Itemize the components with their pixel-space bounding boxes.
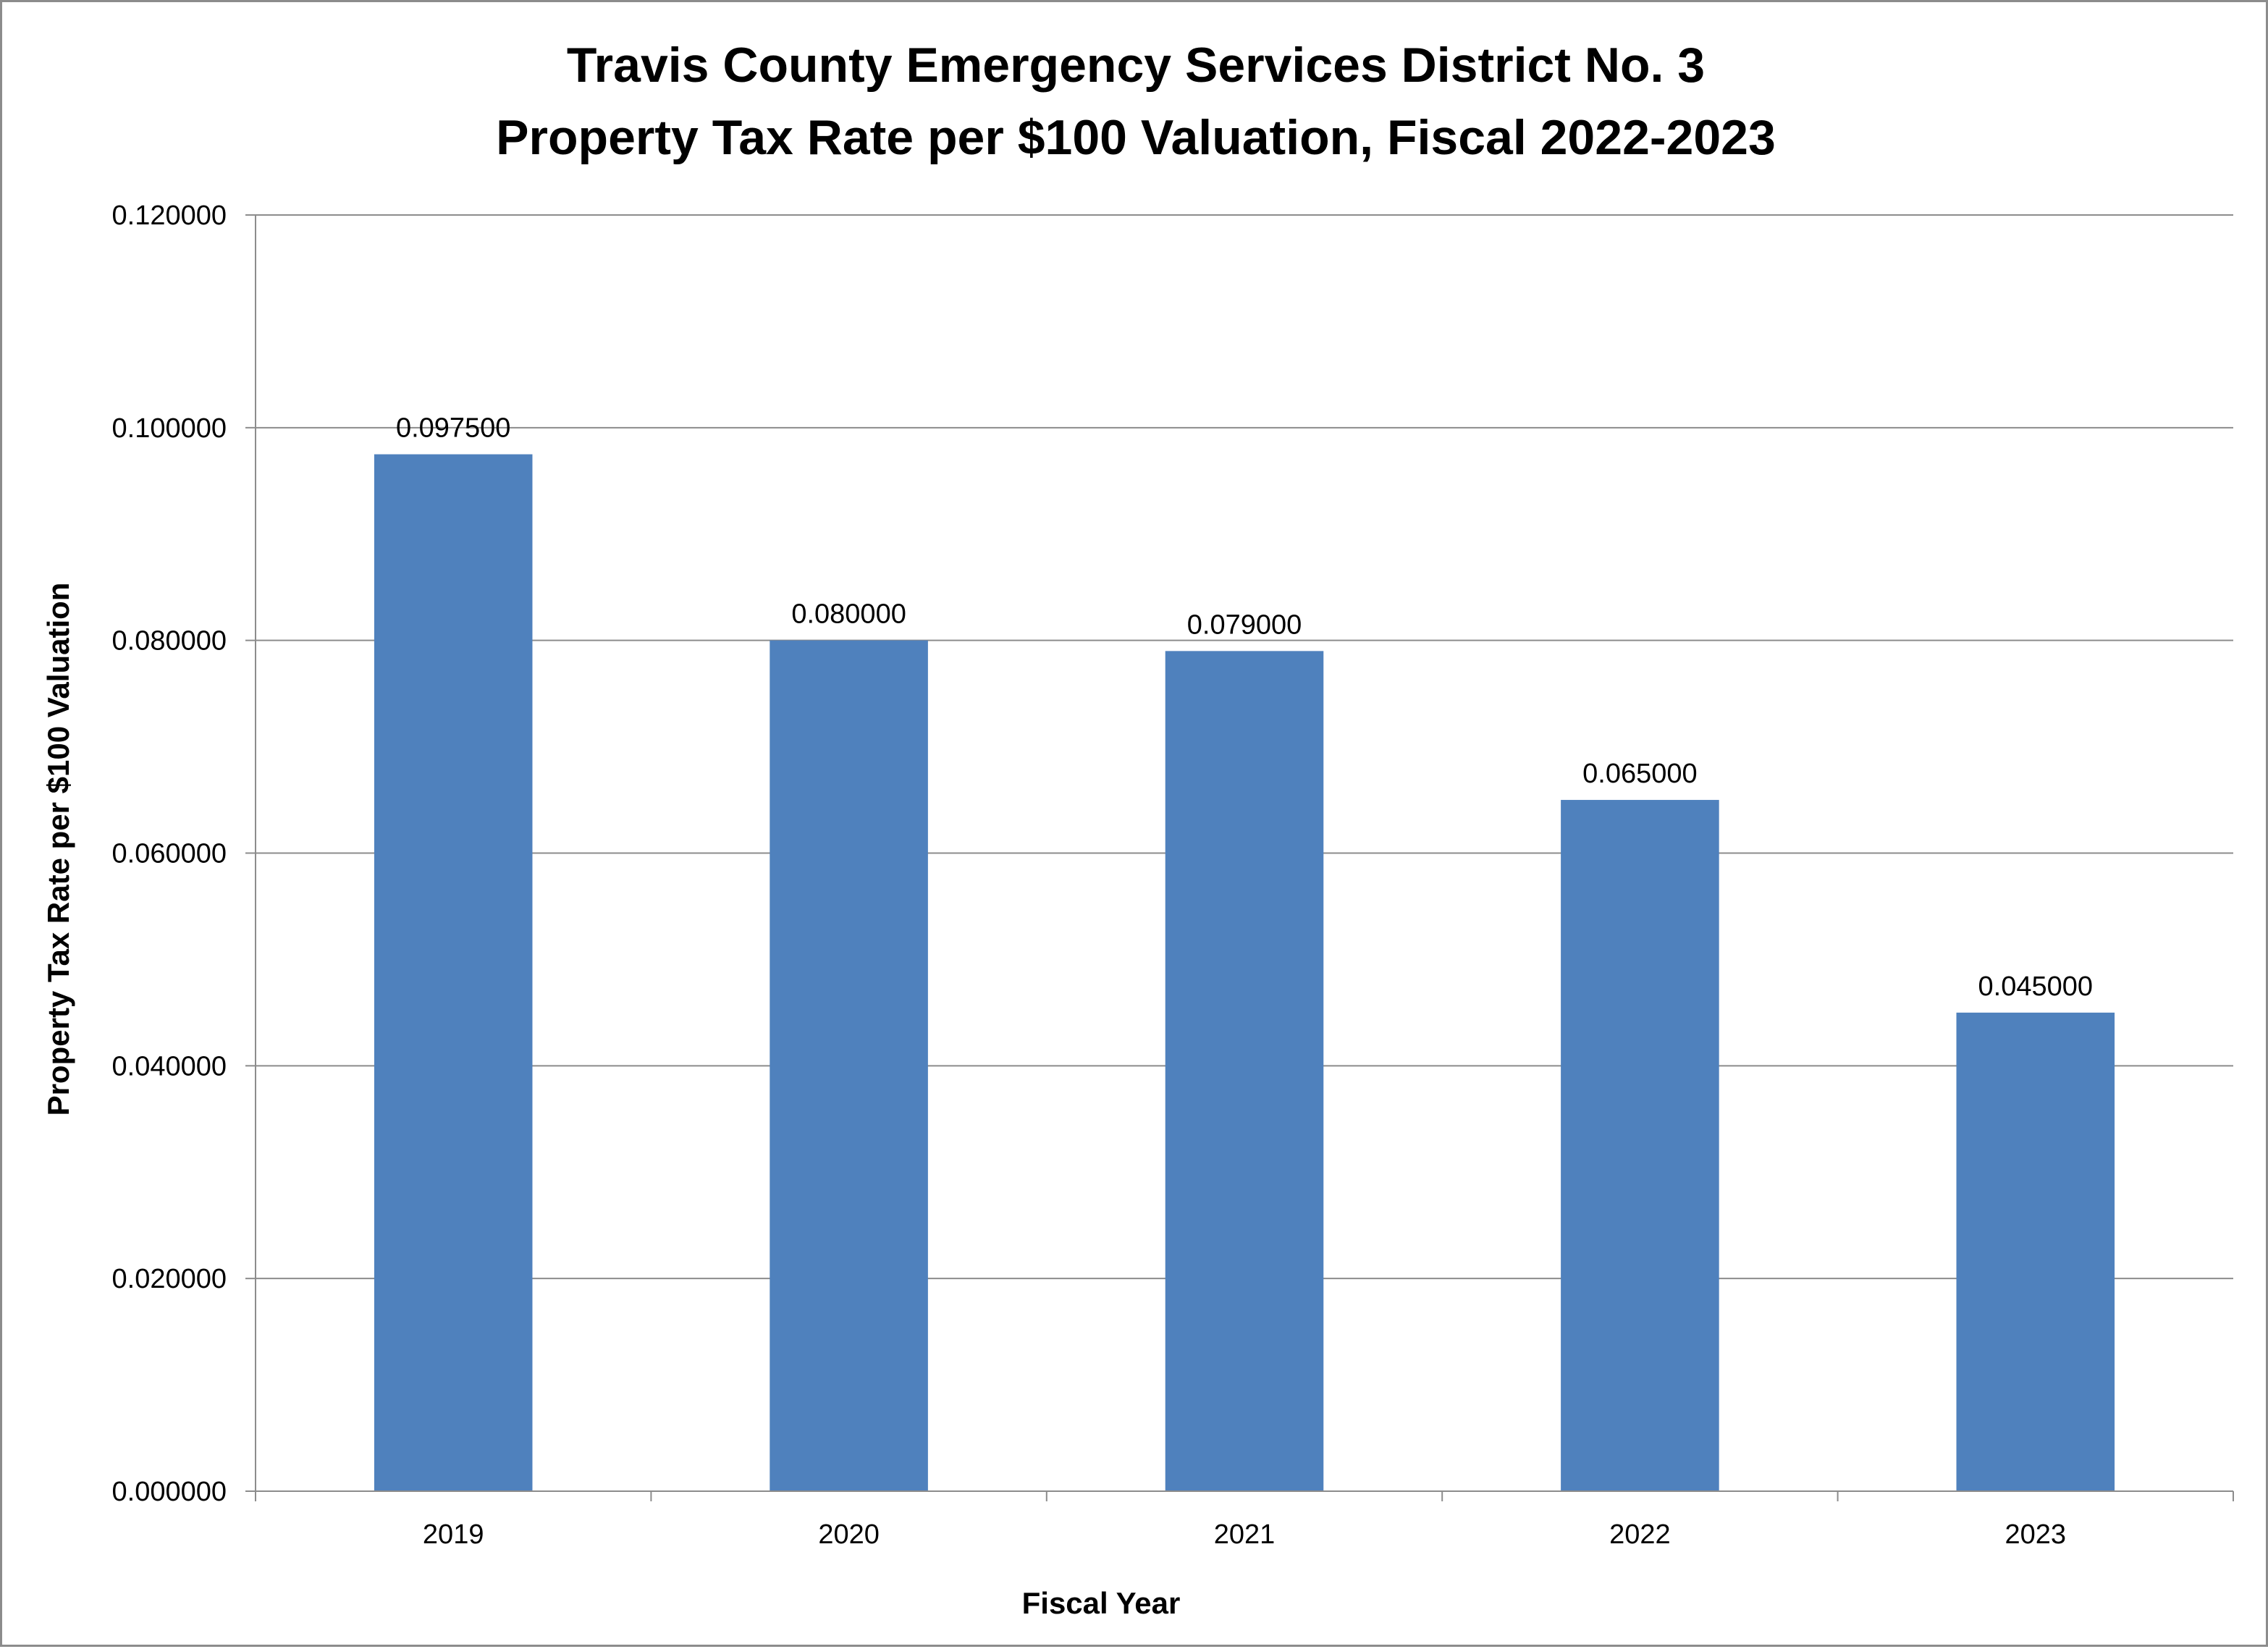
x-tick-label-2019: 2019 <box>423 1519 484 1550</box>
y-tick-label: 0.000000 <box>112 1477 227 1507</box>
data-label-2019: 0.097500 <box>396 413 511 444</box>
y-tick-label: 0.040000 <box>112 1051 227 1081</box>
x-tick-label-2022: 2022 <box>1609 1519 1671 1550</box>
bar-2019 <box>374 454 533 1491</box>
data-label-2022: 0.065000 <box>1582 759 1698 789</box>
y-tick-label: 0.120000 <box>112 201 227 231</box>
bar-2021 <box>1165 651 1324 1491</box>
chart-title: Travis County Emergency Services Distric… <box>496 38 1776 165</box>
x-axis-title: Fiscal Year <box>1022 1586 1181 1620</box>
y-tick-label: 0.080000 <box>112 626 227 657</box>
x-tick-label-2023: 2023 <box>2005 1519 2067 1550</box>
bar-data-labels: 0.097500 0.080000 0.079000 0.065000 0.045000 <box>396 413 2093 1002</box>
data-label-2021: 0.079000 <box>1187 610 1302 640</box>
y-tick-label: 0.100000 <box>112 413 227 444</box>
bars <box>374 454 2115 1491</box>
y-tick-label: 0.060000 <box>112 839 227 869</box>
y-axis-ticks: 0.000000 0.020000 0.040000 0.060000 0.080000… <box>112 201 256 1507</box>
data-label-2023: 0.045000 <box>1978 971 2094 1002</box>
x-axis-ticks: 2019 2020 2021 2022 2023 <box>255 1491 2234 1550</box>
data-label-2020: 0.080000 <box>791 599 906 630</box>
y-tick-label: 0.020000 <box>112 1264 227 1294</box>
bar-2020 <box>770 640 928 1491</box>
x-tick-label-2021: 2021 <box>1214 1519 1276 1550</box>
y-axis-title: Property Tax Rate per $100 Valuation <box>41 583 75 1116</box>
chart-title-line-1: Travis County Emergency Services Distric… <box>567 38 1705 93</box>
x-tick-label-2020: 2020 <box>818 1519 880 1550</box>
chart-title-line-2: Property Tax Rate per $100 Valuation, Fi… <box>496 110 1776 165</box>
bar-2023 <box>1956 1012 2115 1491</box>
bar-2022 <box>1561 800 1719 1491</box>
axes <box>255 215 2233 1492</box>
